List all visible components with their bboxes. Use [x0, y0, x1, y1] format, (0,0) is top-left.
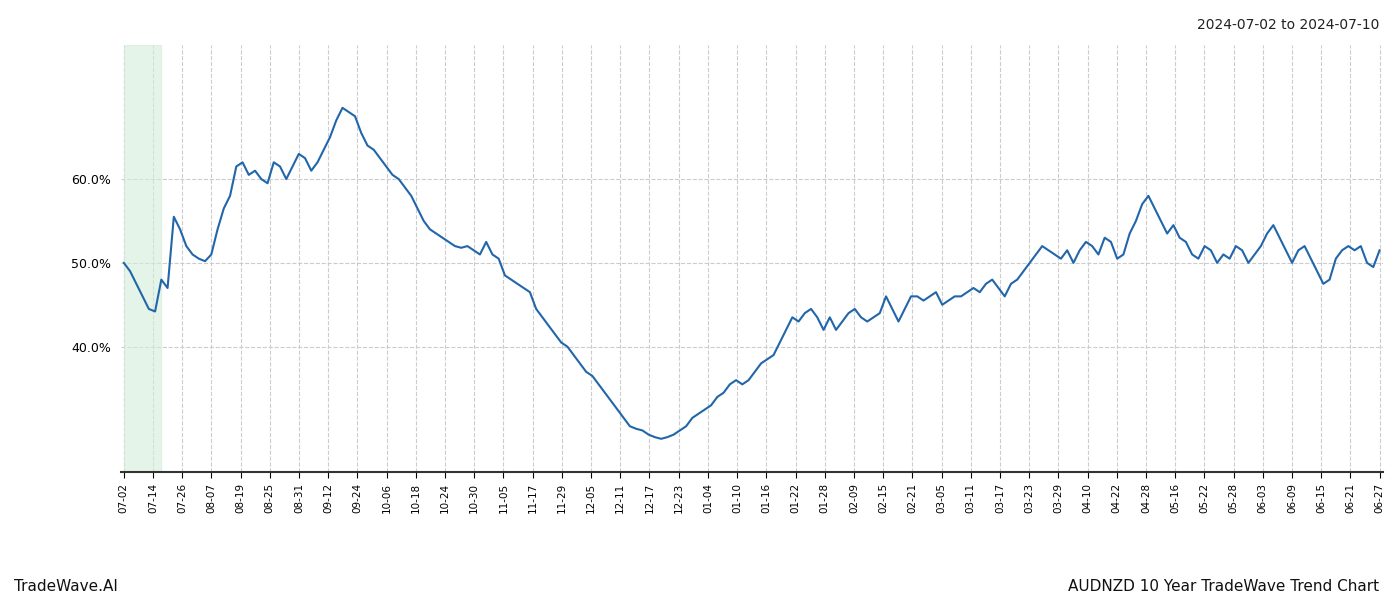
Bar: [123, 45, 161, 472]
Text: 2024-07-02 to 2024-07-10: 2024-07-02 to 2024-07-10: [1197, 18, 1379, 32]
Text: AUDNZD 10 Year TradeWave Trend Chart: AUDNZD 10 Year TradeWave Trend Chart: [1068, 579, 1379, 594]
Text: TradeWave.AI: TradeWave.AI: [14, 579, 118, 594]
